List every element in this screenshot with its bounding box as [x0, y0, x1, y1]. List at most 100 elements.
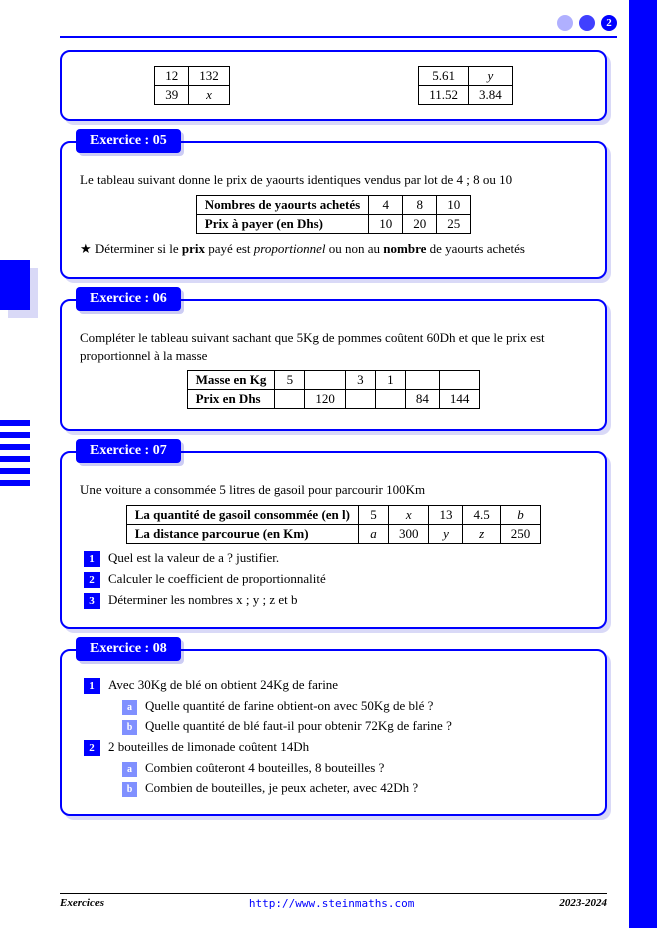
cell: y — [469, 67, 513, 86]
list-item: 2 Calculer le coefficient de proportionn… — [84, 571, 587, 588]
header-dots: 2 — [557, 15, 617, 31]
cell: 5 — [275, 371, 305, 390]
cell: 1 — [375, 371, 405, 390]
intro-text: Le tableau suivant donne le prix de yaou… — [80, 171, 587, 189]
list-item: 2 2 bouteilles de limonade coûtent 14Dh — [84, 739, 587, 756]
intro-text: Une voiture a consommée 5 litres de gaso… — [80, 481, 587, 499]
ex05-table: Nombres de yaourts achetés 4 8 10 Prix à… — [196, 195, 471, 234]
footer-right: 2023-2024 — [559, 897, 607, 910]
list-item: a Combien coûteront 4 bouteilles, 8 bout… — [122, 760, 587, 777]
question-text: Quel est la valeur de a ? justifier. — [108, 550, 279, 566]
cell: b — [500, 505, 541, 524]
cell: x — [388, 505, 429, 524]
t: nombre — [383, 241, 426, 256]
mini-table-right: 5.61 y 11.52 3.84 — [418, 66, 513, 105]
panel-top-tables: 12 132 39 x 5.61 y 11.52 3.84 — [60, 50, 607, 121]
cell: 13 — [429, 505, 463, 524]
question-number: 1 — [84, 551, 100, 567]
sub-question-letter: b — [122, 720, 137, 735]
question-text: Combien de bouteilles, je peux acheter, … — [145, 780, 418, 796]
exercice-label: Exercice : 08 — [76, 637, 181, 661]
cell — [375, 390, 405, 409]
row-header: Prix à payer (en Dhs) — [196, 214, 368, 233]
question-number: 2 — [84, 740, 100, 756]
cell: 3.84 — [469, 86, 513, 105]
cell — [439, 371, 480, 390]
question-text: Déterminer les nombres x ; y ; z et b — [108, 592, 298, 608]
intro-text: Compléter le tableau suivant sachant que… — [80, 329, 587, 364]
left-decoration-stripes — [0, 420, 30, 492]
question-text: Combien coûteront 4 bouteilles, 8 boutei… — [145, 760, 384, 776]
footer-left: Exercices — [60, 897, 104, 910]
question-list: 1 Quel est la valeur de a ? justifier. 2… — [80, 550, 587, 609]
cell: 144 — [439, 390, 480, 409]
sub-question-list: a Combien coûteront 4 bouteilles, 8 bout… — [80, 760, 587, 797]
cell: 3 — [345, 371, 375, 390]
cell: 8 — [403, 195, 437, 214]
list-item: 1 Quel est la valeur de a ? justifier. — [84, 550, 587, 567]
question-text: 2 bouteilles de limonade coûtent 14Dh — [108, 739, 309, 755]
cell: 120 — [305, 390, 346, 409]
question-text: Quelle quantité de farine obtient-on ave… — [145, 698, 433, 714]
list-item: a Quelle quantité de farine obtient-on a… — [122, 698, 587, 715]
t: Déterminer si le — [95, 241, 182, 256]
t: de yaourts achetés — [426, 241, 525, 256]
cell: z — [463, 524, 500, 543]
cell: y — [429, 524, 463, 543]
cell: 20 — [403, 214, 437, 233]
panel-exercice-05: Exercice : 05 Le tableau suivant donne l… — [60, 141, 607, 279]
mini-table-left: 12 132 39 x — [154, 66, 230, 105]
ex07-table: La quantité de gasoil consommée (en l) 5… — [126, 505, 541, 544]
cell — [275, 390, 305, 409]
cell: 5.61 — [419, 67, 469, 86]
question-list: 2 2 bouteilles de limonade coûtent 14Dh — [80, 739, 587, 756]
question-number: 2 — [84, 572, 100, 588]
cell: 300 — [388, 524, 429, 543]
question-list: 1 Avec 30Kg de blé on obtient 24Kg de fa… — [80, 677, 587, 694]
row-header: Nombres de yaourts achetés — [196, 195, 368, 214]
row-header: Masse en Kg — [187, 371, 275, 390]
cell — [345, 390, 375, 409]
question-number: 1 — [84, 678, 100, 694]
exercice-label: Exercice : 07 — [76, 439, 181, 463]
t: payé est — [205, 241, 254, 256]
dot-icon — [557, 15, 573, 31]
sub-question-list: a Quelle quantité de farine obtient-on a… — [80, 698, 587, 735]
sub-question-letter: a — [122, 762, 137, 777]
cell — [305, 371, 346, 390]
row-header: Prix en Dhs — [187, 390, 275, 409]
cell: 250 — [500, 524, 541, 543]
row-header: La quantité de gasoil consommée (en l) — [126, 505, 358, 524]
panel-exercice-07: Exercice : 07 Une voiture a consommée 5 … — [60, 451, 607, 629]
list-item: b Quelle quantité de blé faut-il pour ob… — [122, 718, 587, 735]
cell: 10 — [437, 195, 471, 214]
cell: a — [358, 524, 388, 543]
dot-icon — [579, 15, 595, 31]
sub-question-letter: a — [122, 700, 137, 715]
cell: 10 — [369, 214, 403, 233]
left-decoration-block — [0, 260, 30, 310]
task-text: Déterminer si le prix payé est proportio… — [80, 240, 587, 258]
sub-question-letter: b — [122, 782, 137, 797]
page-number-badge: 2 — [601, 15, 617, 31]
cell: 4 — [369, 195, 403, 214]
cell: 39 — [155, 86, 189, 105]
cell: 11.52 — [419, 86, 469, 105]
cell — [405, 371, 439, 390]
cell: 4.5 — [463, 505, 500, 524]
cell: 5 — [358, 505, 388, 524]
question-text: Quelle quantité de blé faut-il pour obte… — [145, 718, 452, 734]
exercice-label: Exercice : 06 — [76, 287, 181, 311]
cell: 132 — [189, 67, 230, 86]
cell: 84 — [405, 390, 439, 409]
right-bar — [629, 0, 657, 928]
t: ou non au — [326, 241, 384, 256]
footer-url: http://www.steinmaths.com — [249, 897, 415, 910]
row-header: La distance parcourue (en Km) — [126, 524, 358, 543]
question-text: Avec 30Kg de blé on obtient 24Kg de fari… — [108, 677, 338, 693]
exercice-label: Exercice : 05 — [76, 129, 181, 153]
list-item: 3 Déterminer les nombres x ; y ; z et b — [84, 592, 587, 609]
question-number: 3 — [84, 593, 100, 609]
question-text: Calculer le coefficient de proportionnal… — [108, 571, 326, 587]
cell: x — [189, 86, 230, 105]
